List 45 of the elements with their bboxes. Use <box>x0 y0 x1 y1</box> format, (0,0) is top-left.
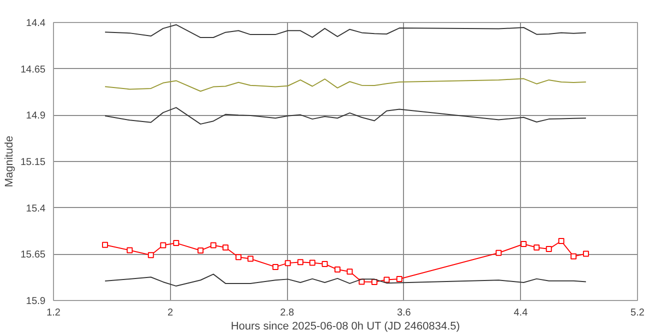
point <box>520 240 527 247</box>
x-tick-label: 4.4 <box>514 308 528 318</box>
y-tick-label: 14.65 <box>20 64 46 76</box>
point <box>222 244 228 250</box>
point <box>297 259 304 266</box>
point <box>284 260 291 266</box>
line-series <box>104 78 586 92</box>
point <box>334 266 340 273</box>
line-series <box>104 107 586 125</box>
x-tick-label: 5.2 <box>630 308 645 318</box>
point <box>384 276 390 283</box>
x-axis-title: Hours since 2025-06-08 0h UT (JD 2460834.5) <box>230 320 460 332</box>
y-axis-title: Magnitude <box>3 136 16 188</box>
y-tick-label: 15.65 <box>20 250 46 261</box>
y-tick-label: 15.9 <box>26 296 46 307</box>
point <box>148 252 154 258</box>
line-series <box>104 24 586 38</box>
point <box>235 254 242 260</box>
x-tick-label: 1.2 <box>46 308 61 318</box>
point <box>272 264 278 270</box>
y-tick-label: 15.15 <box>20 157 46 168</box>
line-series <box>104 274 586 287</box>
point <box>247 256 254 262</box>
point <box>173 240 180 246</box>
x-tick-label: 2 <box>168 308 174 318</box>
x-tick-label: 3.6 <box>396 308 412 318</box>
y-tick-label: 14.4 <box>26 18 46 29</box>
point <box>496 250 502 256</box>
y-tick-label: 14.9 <box>26 110 46 122</box>
point <box>396 276 402 282</box>
point <box>582 250 589 257</box>
point <box>346 268 353 275</box>
point <box>198 247 204 254</box>
point <box>534 244 540 250</box>
point <box>126 247 133 254</box>
y-tick-label: 15.4 <box>26 203 46 214</box>
point <box>160 242 166 248</box>
point <box>558 238 564 244</box>
point <box>102 242 108 248</box>
point <box>309 260 316 266</box>
point <box>322 260 328 267</box>
point <box>546 246 552 252</box>
point <box>210 242 216 248</box>
x-tick-label: 2.8 <box>280 308 294 318</box>
point <box>570 253 577 260</box>
